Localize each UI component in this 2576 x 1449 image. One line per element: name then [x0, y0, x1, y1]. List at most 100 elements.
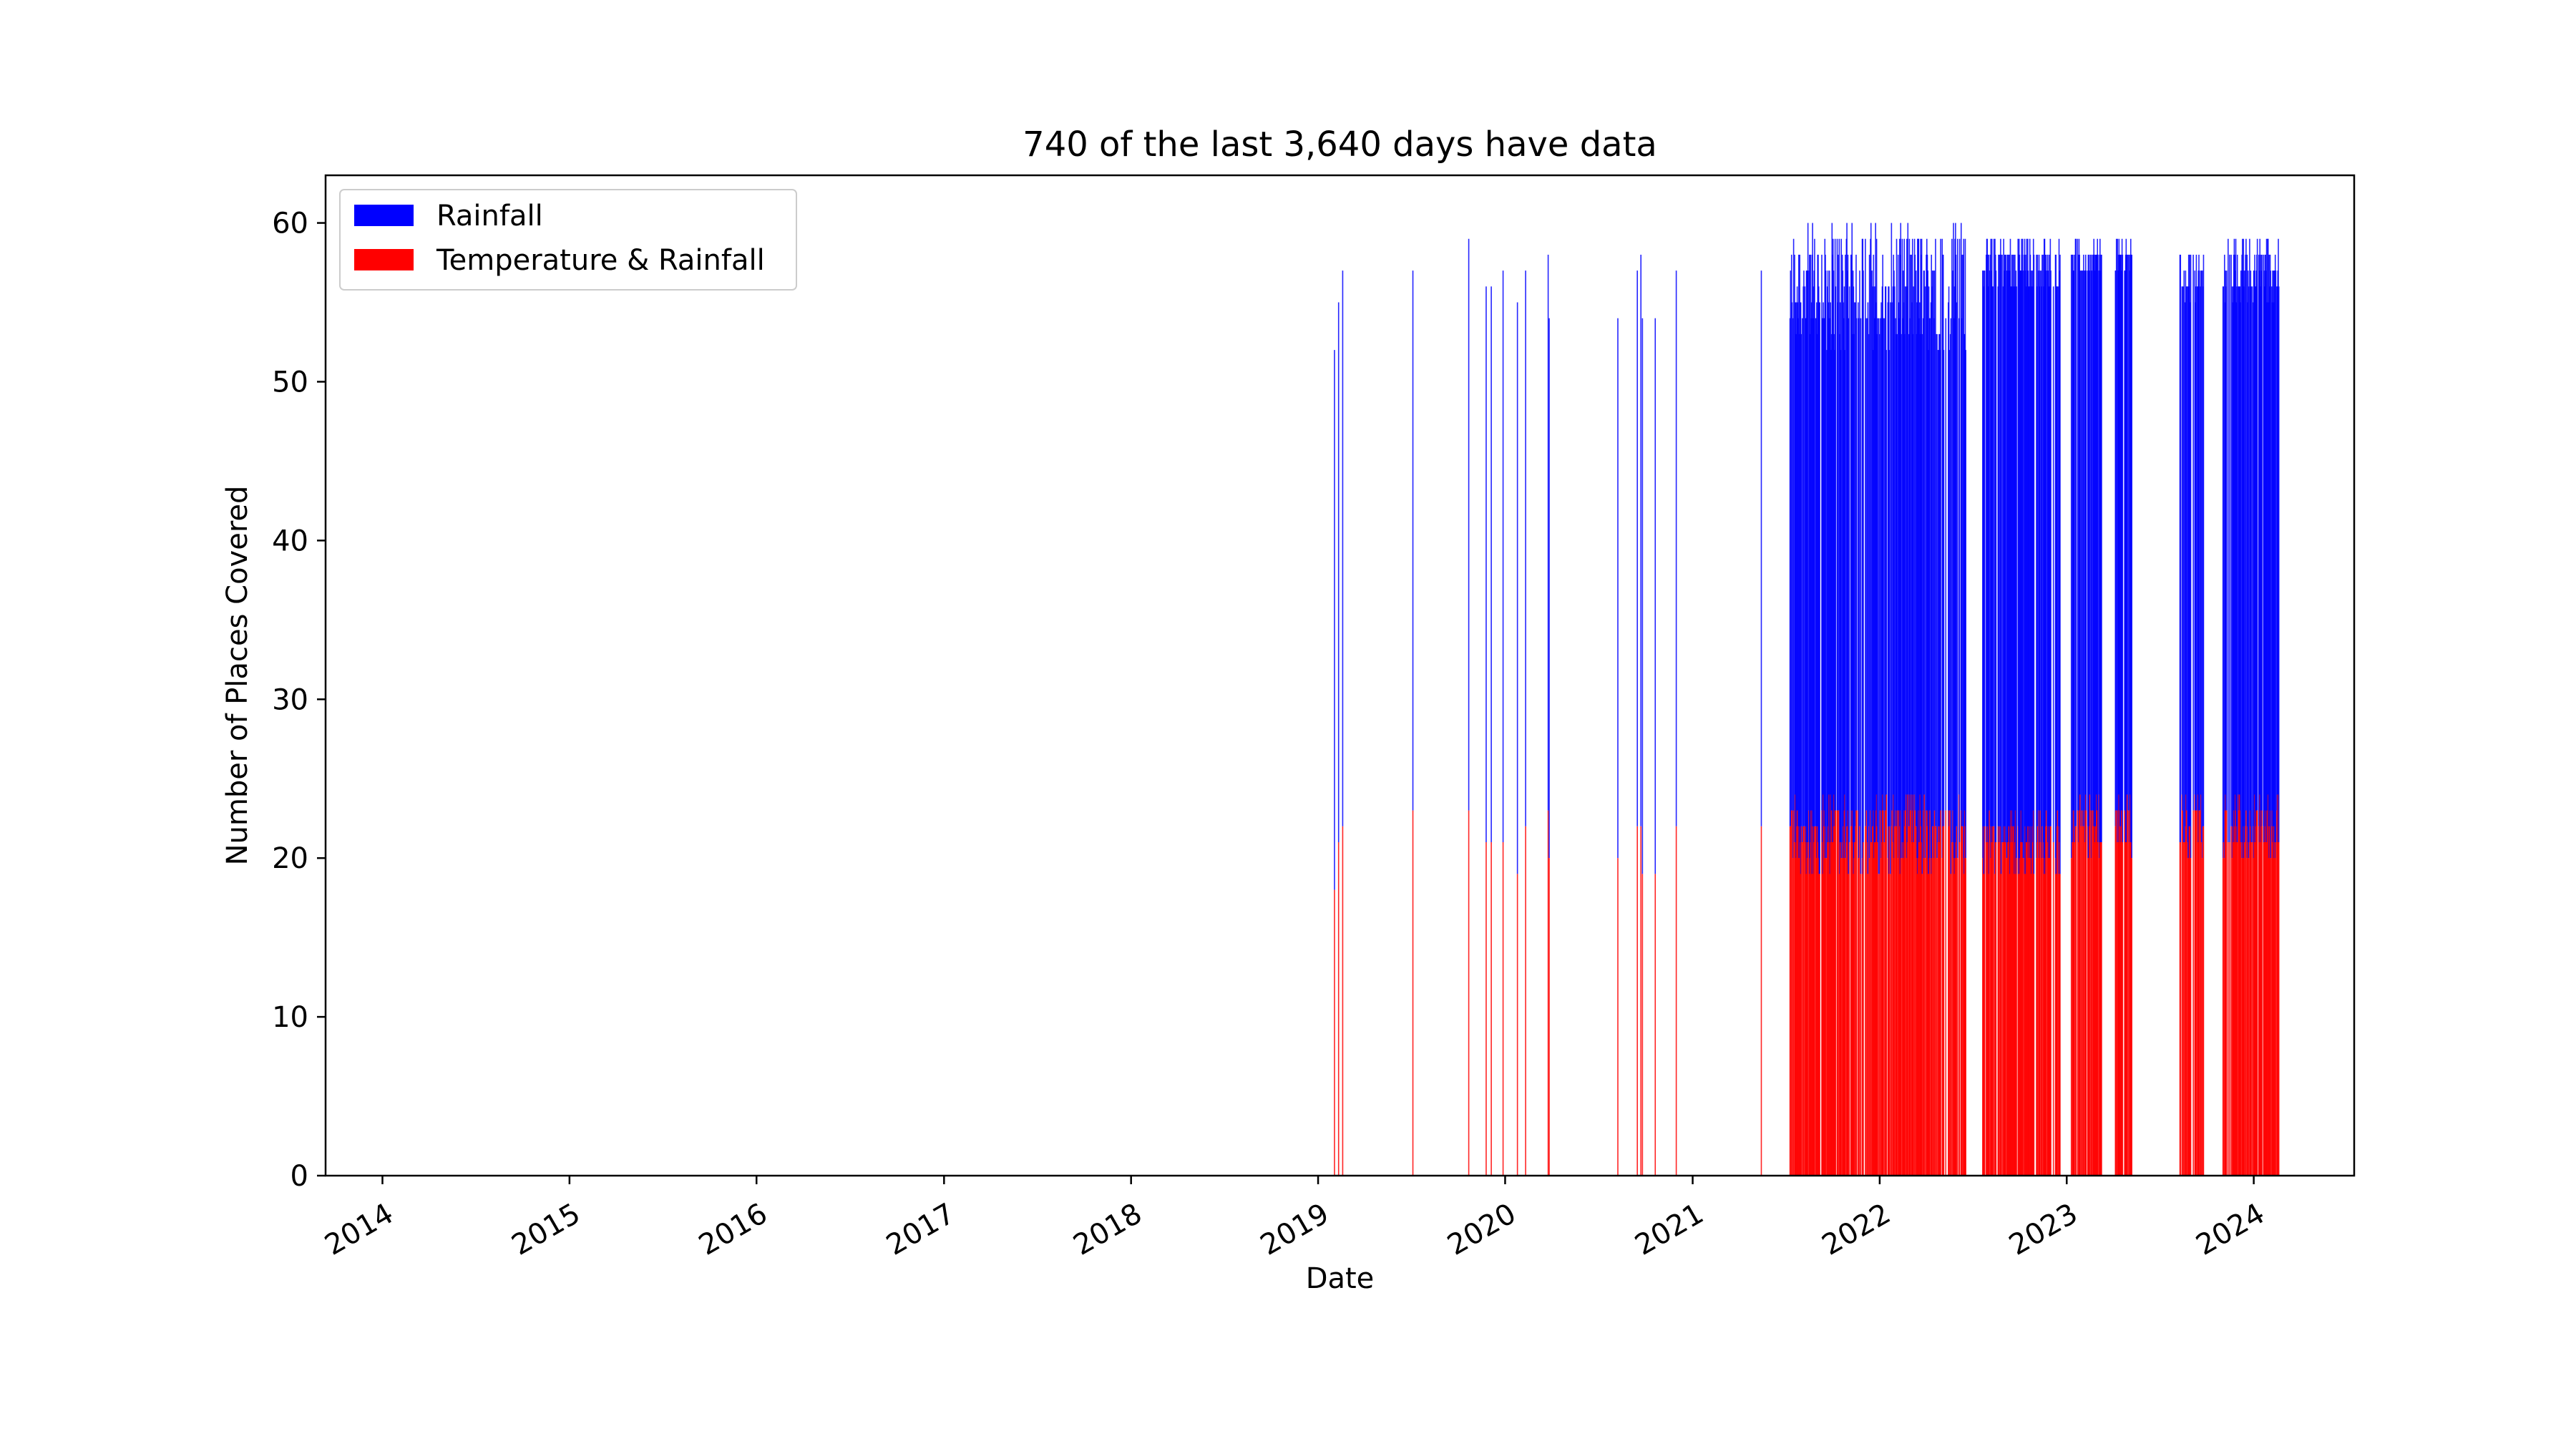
y-tick-label: 40: [272, 525, 308, 557]
bar-temperature-rainfall-272: [1956, 858, 1958, 1176]
bar-temperature-rainfall-400: [2057, 810, 2059, 1176]
bar-temperature-rainfall-472: [2127, 810, 2129, 1176]
bar-temperature-rainfall-277: [1961, 826, 1963, 1176]
bar-temperature-rainfall-550: [2248, 858, 2250, 1176]
bar-temperature-rainfall-130: [1858, 858, 1860, 1176]
bar-rainfall-508: [2200, 270, 2202, 842]
bar-temperature-rainfall-0: [1334, 889, 1335, 1176]
bar-temperature-rainfall-139: [1867, 874, 1869, 1176]
bar-rainfall-302: [1993, 238, 1995, 826]
bar-rainfall-6: [1491, 286, 1492, 843]
bar-temperature-rainfall-117: [1848, 842, 1850, 1176]
bar-rainfall-209: [1913, 286, 1914, 843]
bar-temperature-rainfall-164: [1883, 842, 1885, 1176]
bar-temperature-rainfall-521: [2230, 826, 2232, 1176]
bar-rainfall-472: [2127, 254, 2129, 811]
bar-temperature-rainfall-18: [1760, 826, 1762, 1176]
bar-temperature-rainfall-135: [1863, 842, 1864, 1176]
bar-rainfall-116: [1848, 318, 1850, 874]
bar-temperature-rainfall-256: [1943, 826, 1945, 1176]
bar-rainfall-1: [1337, 302, 1340, 842]
bar-rainfall-2: [1342, 270, 1344, 826]
bar-rainfall-555: [2251, 286, 2253, 843]
bar-temperature-rainfall-412: [2075, 826, 2077, 1176]
bar-temperature-rainfall-22: [1791, 810, 1793, 1176]
bar-rainfall-174: [1891, 302, 1893, 811]
bar-rainfall-262: [1950, 318, 1952, 874]
bar-rainfall-257: [1945, 318, 1947, 811]
bar-temperature-rainfall-155: [1877, 842, 1878, 1176]
bar-rainfall-130: [1858, 318, 1860, 859]
bar-temperature-rainfall-271: [1956, 826, 1958, 1176]
bar-rainfall-204: [1910, 254, 1911, 811]
bar-temperature-rainfall-211: [1914, 810, 1916, 1176]
bar-temperature-rainfall-136: [1865, 826, 1866, 1176]
bar-rainfall-3: [1412, 270, 1414, 811]
bar-temperature-rainfall-372: [2036, 826, 2039, 1176]
bar-rainfall-143: [1870, 223, 1872, 842]
bar-rainfall-400: [2057, 286, 2059, 811]
bar-temperature-rainfall-520: [2229, 842, 2230, 1176]
bar-temperature-rainfall-240: [1931, 826, 1933, 1176]
bar-rainfall-295: [1989, 270, 1990, 811]
bar-rainfall-189: [1901, 333, 1902, 859]
bar-rainfall-14: [1640, 254, 1641, 826]
bar-rainfall-277: [1961, 254, 1963, 826]
bar-temperature-rainfall-12: [1617, 858, 1619, 1176]
legend-swatch-temperature-rainfall: [354, 249, 414, 270]
y-tick-label: 0: [291, 1160, 308, 1193]
bar-rainfall-136: [1865, 238, 1866, 826]
bar-rainfall-283: [1965, 350, 1966, 859]
bar-rainfall-480: [2180, 254, 2182, 842]
bar-rainfall-163: [1883, 318, 1884, 811]
bar-temperature-rainfall-17: [1675, 826, 1677, 1176]
bar-rainfall-227: [1923, 270, 1925, 795]
bar-rainfall-369: [2033, 254, 2035, 874]
bar-rainfall-412: [2075, 238, 2077, 826]
bar-rainfall-96: [1835, 286, 1837, 811]
bar-rainfall-376: [2039, 270, 2041, 811]
bar-rainfall-338: [2016, 286, 2017, 859]
bar-rainfall-349: [2022, 270, 2024, 859]
bar-temperature-rainfall-288: [1984, 826, 1986, 1176]
bar-rainfall-305: [1995, 270, 1997, 842]
bar-rainfall-274: [1958, 238, 1961, 842]
bar-temperature-rainfall-295: [1989, 810, 1990, 1176]
bar-rainfall-117: [1848, 286, 1850, 843]
bar-temperature-rainfall-404: [2059, 874, 2061, 1176]
bar-rainfall-405: [2070, 254, 2072, 859]
bar-rainfall-532: [2236, 254, 2238, 842]
bar-temperature-rainfall-2: [1342, 826, 1344, 1176]
bar-rainfall-564: [2256, 238, 2258, 811]
bar-temperature-rainfall-156: [1878, 874, 1880, 1176]
bar-rainfall-164: [1883, 318, 1885, 843]
bar-temperature-rainfall-484: [2183, 842, 2185, 1176]
bar-rainfall-171: [1888, 350, 1890, 826]
bar-temperature-rainfall-1: [1337, 842, 1340, 1176]
bar-rainfall-132: [1860, 318, 1862, 874]
bar-temperature-rainfall-478: [2131, 858, 2133, 1176]
bar-temperature-rainfall-395: [2052, 842, 2054, 1176]
bar-temperature-rainfall-69: [1819, 874, 1820, 1176]
bar-rainfall-386: [2045, 254, 2047, 811]
bar-temperature-rainfall-125: [1854, 842, 1855, 1176]
bar-rainfall-5: [1485, 286, 1487, 843]
bar-temperature-rainfall-500: [2195, 810, 2197, 1176]
legend: Rainfall Temperature & Rainfall: [339, 189, 797, 291]
bar-temperature-rainfall-554: [2250, 842, 2252, 1176]
bar-rainfall-224: [1921, 333, 1923, 874]
bar-temperature-rainfall-379: [2041, 826, 2043, 1176]
bar-temperature-rainfall-369: [2033, 874, 2035, 1176]
bar-rainfall-263: [1951, 238, 1953, 842]
bar-temperature-rainfall-38: [1800, 826, 1802, 1176]
bar-rainfall-544: [2243, 270, 2245, 842]
bar-rainfall-484: [2183, 270, 2185, 842]
bar-temperature-rainfall-39: [1801, 842, 1803, 1176]
bar-temperature-rainfall-454: [2115, 810, 2117, 1176]
bar-rainfall-554: [2250, 286, 2252, 843]
bar-temperature-rainfall-60: [1814, 826, 1815, 1176]
bar-rainfall-131: [1859, 270, 1860, 826]
bar-rainfall-236: [1929, 318, 1931, 811]
bar-temperature-rainfall-495: [2190, 858, 2192, 1176]
bar-rainfall-586: [2270, 270, 2272, 859]
